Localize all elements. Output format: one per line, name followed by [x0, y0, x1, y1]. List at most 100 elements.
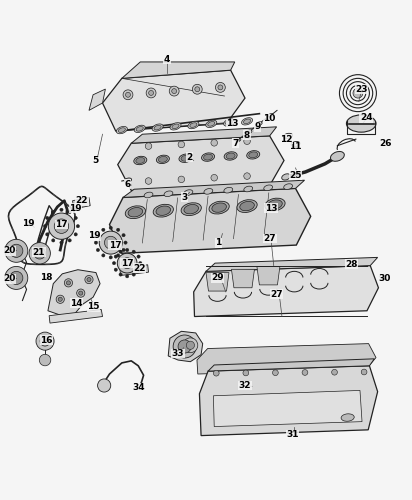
- Circle shape: [36, 332, 54, 350]
- Ellipse shape: [208, 122, 215, 126]
- Ellipse shape: [284, 184, 293, 190]
- Ellipse shape: [124, 178, 131, 182]
- Text: 1: 1: [215, 238, 221, 247]
- Circle shape: [117, 254, 120, 257]
- Ellipse shape: [224, 152, 237, 160]
- Circle shape: [79, 291, 83, 295]
- Ellipse shape: [134, 125, 145, 132]
- Circle shape: [52, 239, 55, 242]
- Circle shape: [243, 370, 249, 376]
- Circle shape: [244, 138, 250, 144]
- Ellipse shape: [226, 120, 233, 125]
- Polygon shape: [103, 70, 245, 131]
- Circle shape: [68, 210, 71, 214]
- Circle shape: [119, 250, 122, 254]
- Text: 19: 19: [69, 204, 82, 212]
- Circle shape: [126, 274, 129, 278]
- Circle shape: [60, 241, 63, 244]
- Polygon shape: [168, 332, 203, 362]
- Ellipse shape: [125, 206, 145, 218]
- Text: 18: 18: [40, 274, 52, 282]
- Polygon shape: [118, 136, 284, 190]
- Polygon shape: [49, 310, 103, 323]
- Circle shape: [87, 278, 91, 281]
- Ellipse shape: [156, 206, 171, 216]
- Circle shape: [146, 88, 156, 98]
- Ellipse shape: [243, 119, 250, 124]
- Circle shape: [52, 210, 55, 214]
- Ellipse shape: [190, 123, 197, 128]
- Ellipse shape: [172, 124, 179, 128]
- Text: 17: 17: [108, 240, 121, 250]
- Ellipse shape: [144, 192, 153, 198]
- Circle shape: [76, 224, 80, 228]
- Circle shape: [56, 295, 64, 304]
- Circle shape: [117, 228, 120, 232]
- Circle shape: [119, 273, 122, 276]
- Circle shape: [109, 226, 112, 230]
- Circle shape: [46, 233, 49, 236]
- Text: 7: 7: [232, 138, 239, 147]
- Circle shape: [149, 90, 154, 96]
- Text: 11: 11: [289, 142, 302, 151]
- Circle shape: [77, 289, 85, 297]
- Ellipse shape: [268, 114, 274, 117]
- Text: 13: 13: [227, 119, 239, 128]
- Circle shape: [48, 213, 75, 240]
- Circle shape: [68, 239, 71, 242]
- Text: 9: 9: [254, 122, 260, 132]
- Circle shape: [211, 174, 218, 181]
- Ellipse shape: [188, 122, 199, 129]
- Circle shape: [117, 254, 137, 273]
- Circle shape: [94, 241, 98, 244]
- Ellipse shape: [341, 414, 354, 422]
- Circle shape: [10, 244, 23, 258]
- Circle shape: [137, 255, 140, 258]
- Text: 14: 14: [70, 299, 83, 308]
- Text: 16: 16: [40, 336, 53, 345]
- Ellipse shape: [158, 156, 167, 162]
- Circle shape: [178, 141, 185, 148]
- Circle shape: [99, 231, 122, 254]
- Circle shape: [34, 248, 45, 259]
- Polygon shape: [110, 188, 311, 254]
- Text: 30: 30: [379, 274, 391, 283]
- Circle shape: [126, 248, 129, 252]
- Circle shape: [124, 241, 127, 244]
- Circle shape: [54, 219, 69, 234]
- Ellipse shape: [116, 126, 127, 134]
- Text: 22: 22: [76, 196, 88, 205]
- Ellipse shape: [181, 156, 190, 161]
- Circle shape: [114, 268, 117, 272]
- Ellipse shape: [184, 190, 193, 196]
- Polygon shape: [89, 89, 105, 110]
- Circle shape: [215, 82, 225, 92]
- Circle shape: [85, 276, 93, 283]
- Text: 13: 13: [265, 204, 277, 212]
- Ellipse shape: [206, 120, 217, 128]
- Polygon shape: [194, 266, 379, 316]
- Circle shape: [5, 266, 28, 289]
- Circle shape: [186, 341, 194, 349]
- Ellipse shape: [152, 124, 163, 132]
- Ellipse shape: [249, 152, 258, 158]
- Text: 24: 24: [360, 114, 372, 122]
- Ellipse shape: [346, 115, 376, 132]
- Polygon shape: [206, 272, 229, 291]
- Text: 8: 8: [244, 130, 250, 140]
- Text: 32: 32: [239, 381, 251, 390]
- Text: 27: 27: [270, 290, 283, 299]
- Circle shape: [122, 234, 125, 237]
- Text: 23: 23: [355, 84, 368, 94]
- Polygon shape: [122, 62, 235, 78]
- Ellipse shape: [268, 200, 282, 209]
- Circle shape: [74, 233, 77, 236]
- Ellipse shape: [291, 142, 300, 146]
- Circle shape: [178, 340, 191, 353]
- Text: 33: 33: [172, 349, 184, 358]
- Text: 15: 15: [87, 302, 100, 311]
- Circle shape: [132, 273, 136, 276]
- Circle shape: [132, 250, 136, 254]
- Circle shape: [66, 281, 70, 285]
- Ellipse shape: [283, 134, 293, 138]
